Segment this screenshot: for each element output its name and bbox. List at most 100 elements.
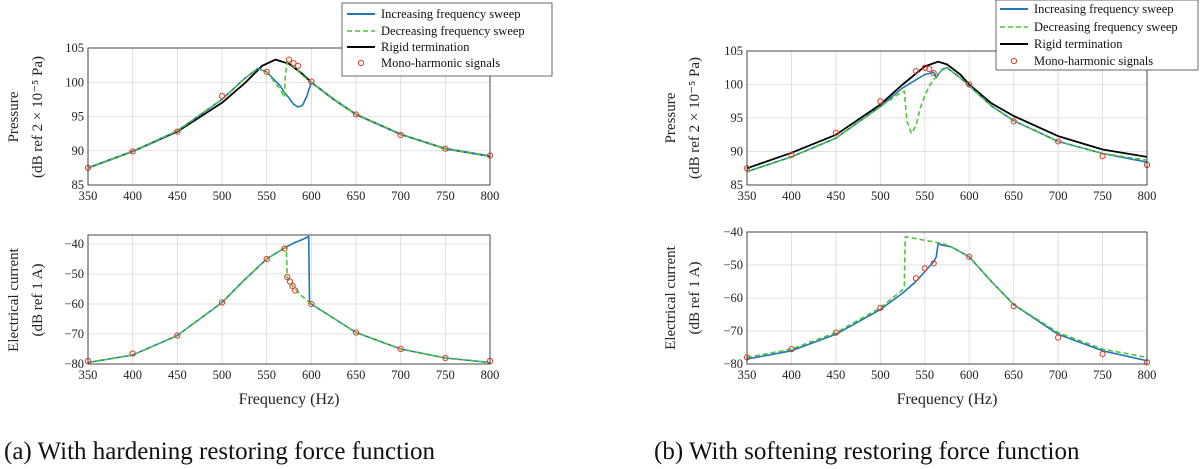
- a-pressure-ylabel-2: (dB ref 2 × 10⁻⁵ Pa): [30, 56, 46, 178]
- b-current-point: [832, 329, 839, 336]
- legend-b-mono-swatch: [1010, 57, 1018, 65]
- b-pressure-xtick-label: 650: [1004, 189, 1023, 203]
- a-current-ytick-label: −40: [64, 237, 84, 251]
- a-current-xtick-label: 750: [436, 368, 455, 382]
- a-current-point: [218, 299, 226, 306]
- a-xlabel: Frequency (Hz): [239, 391, 340, 408]
- b-pressure-point: [926, 65, 933, 73]
- b-current-ytick-label: −60: [723, 291, 743, 305]
- b-current-xtick-label: 650: [1004, 368, 1023, 382]
- b-pressure-series-decreasing: [747, 67, 1147, 173]
- a-current-xtick-label: 800: [481, 368, 500, 382]
- b-xlabel: Frequency (Hz): [897, 391, 998, 408]
- b-current-point: [1055, 334, 1062, 341]
- b-current-point: [1010, 303, 1017, 310]
- b-current-ytick-label: −70: [723, 324, 743, 338]
- b-current-xtick-label: 600: [960, 368, 979, 382]
- a-pressure-ytick-label: 95: [72, 110, 85, 124]
- a-current-ytick-label: −80: [64, 357, 84, 371]
- b-pressure-ylabel-2: (dB ref 2 × 10⁻⁵ Pa): [687, 57, 703, 179]
- legend-b-rigid-label: Rigid termination: [1034, 37, 1123, 51]
- legend-b-box: [995, 0, 1199, 71]
- b-current-xtick-label: 500: [871, 368, 890, 382]
- a-current-point: [292, 287, 299, 294]
- b-current-ylabel-2: (dB ref 1 A): [687, 262, 703, 335]
- b-pressure-point: [832, 129, 839, 136]
- legend-a-mono-label: Mono-harmonic signals: [381, 56, 500, 70]
- legend-b-increasing-label: Increasing frequency sweep: [1034, 2, 1174, 16]
- b-current-ytick-label: −50: [723, 258, 743, 272]
- a-pressure-ytick-label: 90: [72, 144, 85, 158]
- a-pressure-xtick-label: 500: [213, 189, 232, 203]
- a-current-xtick-label: 400: [123, 368, 142, 382]
- a-current-point: [281, 245, 288, 252]
- a-pressure-ytick-label: 100: [65, 75, 84, 89]
- b-current-xtick-label: 450: [827, 368, 846, 382]
- b-pressure-xtick-label: 400: [782, 189, 801, 203]
- legend-b-mono-label: Mono-harmonic signals: [1034, 54, 1153, 68]
- a-pressure-xtick-label: 550: [257, 189, 276, 203]
- a-current-ylabel-2: (dB ref 1 A): [30, 264, 46, 337]
- plot-a-current: 350 400 450 500 550 600 650 700 750 800 −80 −70 −60 −…: [64, 234, 500, 382]
- b-pressure-ytick-label: 95: [731, 111, 744, 125]
- b-current-point: [877, 304, 884, 311]
- b-current-ytick-label: −40: [723, 225, 743, 239]
- b-pressure-xtick-label: 550: [915, 189, 934, 203]
- b-pressure-ytick-label: 90: [731, 145, 744, 159]
- b-pressure-xtick-label: 350: [738, 189, 757, 203]
- b-pressure-ylabel-1: Pressure: [663, 92, 679, 143]
- b-current-xtick-label: 700: [1049, 368, 1068, 382]
- b-pressure-point: [930, 70, 937, 77]
- a-current-point: [263, 255, 270, 263]
- a-pressure-xtick-label: 750: [436, 189, 455, 203]
- b-current-series-increasing: [747, 242, 1147, 362]
- legend-a-box: [341, 2, 553, 77]
- b-current-point: [921, 265, 928, 272]
- caption-a: (a) With hardening restoring force funct…: [4, 438, 436, 465]
- a-pressure-xtick-label: 450: [168, 189, 187, 203]
- b-current-point: [788, 346, 795, 353]
- b-current-axes-frame: [746, 231, 1148, 365]
- a-pressure-ytick-label: 85: [72, 178, 85, 192]
- a-current-ylabel-1: Electrical current: [6, 247, 22, 352]
- caption-b: (b) With softening restoring force funct…: [654, 438, 1080, 465]
- a-pressure-xtick-label: 650: [347, 189, 366, 203]
- legend-a-increasing-label: Increasing frequency sweep: [381, 7, 521, 21]
- a-pressure-point: [397, 131, 404, 139]
- b-current-point: [912, 275, 919, 282]
- a-current-ytick-label: −70: [64, 327, 84, 341]
- b-pressure-xtick-label: 800: [1138, 189, 1157, 203]
- a-current-ytick-label: −60: [64, 297, 84, 311]
- a-pressure-xtick-label: 350: [79, 189, 98, 203]
- b-pressure-ytick-label: 85: [731, 178, 744, 192]
- a-pressure-xtick-label: 800: [481, 189, 500, 203]
- a-pressure-series-increasing: [88, 67, 490, 169]
- b-pressure-point: [912, 68, 919, 75]
- a-current-xtick-label: 600: [302, 368, 321, 382]
- a-current-point: [442, 354, 449, 362]
- legend-b-decreasing-label: Decreasing frequency sweep: [1034, 20, 1178, 34]
- a-pressure-xtick-label: 600: [302, 189, 321, 203]
- a-pressure-point: [129, 148, 136, 155]
- b-pressure-point: [966, 81, 973, 88]
- b-pressure-point: [1099, 153, 1106, 160]
- b-pressure-xtick-label: 450: [827, 189, 846, 203]
- b-current-xtick-label: 550: [915, 368, 934, 382]
- a-current-series-increasing: [88, 235, 490, 364]
- legend-b: Increasing frequency sweep Decreasing fr…: [995, 0, 1199, 71]
- a-pressure-point: [174, 128, 181, 135]
- a-current-point: [352, 329, 360, 336]
- legend-a-decreasing-label: Decreasing frequency sweep: [381, 24, 525, 38]
- a-pressure-axes-frame: [87, 47, 491, 186]
- a-pressure-point: [263, 68, 270, 76]
- a-current-point: [308, 300, 315, 308]
- b-current-point: [1099, 351, 1106, 358]
- a-current-point: [286, 278, 293, 285]
- plot-b-current: 350 400 450 500 550 600 650 700 750 800 −80 −70 −60 −…: [723, 225, 1156, 382]
- a-current-point: [289, 282, 296, 290]
- a-pressure-ylabel-1: Pressure: [6, 91, 22, 142]
- b-current-xtick-label: 750: [1093, 368, 1112, 382]
- b-pressure-point: [1055, 138, 1062, 145]
- a-current-xtick-label: 450: [168, 368, 187, 382]
- a-current-xtick-label: 550: [257, 368, 276, 382]
